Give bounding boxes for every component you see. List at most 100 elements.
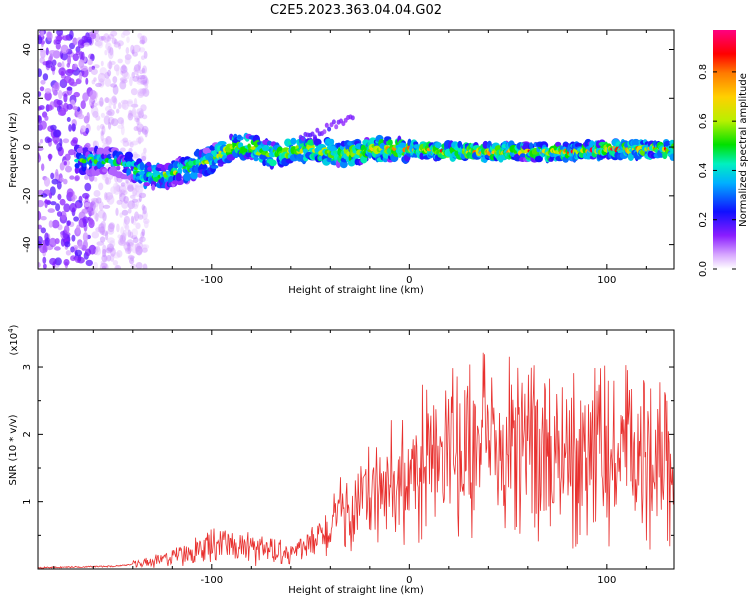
spectrogram-noise-blob xyxy=(125,221,129,230)
spectrogram-noise-blob xyxy=(130,103,139,108)
spectrogram-noise-blob xyxy=(117,117,124,125)
spectrogram-noise-blob xyxy=(120,125,125,136)
spectrogram-noise-blob xyxy=(38,106,42,111)
spectrogram-noise-blob xyxy=(118,102,122,110)
spectrogram-noise-blob xyxy=(48,153,52,162)
spectrogram-noise-blob xyxy=(100,130,104,136)
spectrogram-noise-blob xyxy=(101,262,108,269)
spectrogram-noise-blob xyxy=(143,218,150,224)
colorbar-tick-label: 0.2 xyxy=(698,212,709,228)
spectrogram-noise-blob xyxy=(101,230,109,236)
spectrogram-noise-blob xyxy=(103,33,110,43)
spectrogram-noise-blob xyxy=(113,185,120,195)
spectrogram-noise-blob xyxy=(134,185,140,192)
colorbar-tick-label: 0.0 xyxy=(698,261,709,277)
spectrogram-noise-blob xyxy=(120,78,126,84)
spectrogram-noise-blob xyxy=(69,202,77,213)
spectrogram-noise-blob xyxy=(113,182,119,191)
colorbar-tick-label: 0.8 xyxy=(698,64,709,80)
spectrogram-noise-blob xyxy=(140,80,148,86)
spectrogram-noise-blob xyxy=(72,37,78,46)
spectrogram-noise-blob xyxy=(135,183,140,188)
spectrogram-xtick-label: 0 xyxy=(406,275,412,286)
spectrogram-noise-blob xyxy=(40,138,43,144)
spectrogram-ridge-blob xyxy=(671,143,674,149)
spectrogram-noise-blob xyxy=(56,35,63,42)
spectrogram-noise-blob xyxy=(106,237,115,244)
spectrogram-noise-blob xyxy=(113,41,121,48)
spectrogram-noise-blob xyxy=(88,244,97,255)
spectrogram-noise-blob xyxy=(120,226,125,236)
spectrogram-frame xyxy=(37,29,675,270)
spectrogram-noise-blob xyxy=(119,192,126,202)
spectrogram-noise-blob xyxy=(141,155,147,161)
spectrogram-noise-blob xyxy=(95,212,99,222)
spectrogram-noise-blob xyxy=(119,234,123,243)
spectrogram-noise-blob xyxy=(99,97,104,107)
spectrogram-noise-blob xyxy=(91,79,96,85)
spectrogram-noise-blob xyxy=(49,237,57,248)
spectrogram-core-blob xyxy=(91,157,95,162)
spectrogram-noise-blob xyxy=(57,109,66,116)
spectrogram-noise-blob xyxy=(88,31,96,37)
spectrogram-noise-blob xyxy=(89,217,94,225)
spectrogram-noise-blob xyxy=(80,125,86,133)
spectrogram-ridge-blob xyxy=(269,159,277,167)
snr-xtick-label: -100 xyxy=(200,575,223,586)
spectrogram-noise-blob xyxy=(115,67,120,76)
spectrogram-noise-blob xyxy=(93,203,99,214)
spectrogram-marks xyxy=(38,30,674,269)
spectrogram-noise-blob xyxy=(102,204,111,209)
spectrogram-noise-blob xyxy=(105,192,114,201)
spectrogram-noise-blob xyxy=(39,120,47,130)
spectrogram-ridge-blob xyxy=(110,166,118,173)
snr-scale-base: (x10 xyxy=(9,333,20,356)
spectrogram-noise-blob xyxy=(120,119,125,127)
snr-xlabel: Height of straight line (km) xyxy=(288,585,424,596)
spectrogram-noise-blob xyxy=(97,209,106,219)
spectrogram-noise-blob xyxy=(38,115,42,124)
figure-title: C2E5.2023.363.04.04.G02 xyxy=(270,3,442,18)
spectrogram-noise-blob xyxy=(123,196,129,204)
spectrogram-noise-blob xyxy=(84,202,90,208)
spectrogram-noise-blob xyxy=(142,88,150,97)
spectrogram-noise-blob xyxy=(139,69,144,75)
spectrogram-noise-blob xyxy=(69,175,75,180)
spectrogram-noise-blob xyxy=(141,210,148,221)
spectrogram-noise-blob xyxy=(135,201,139,207)
spectrogram-noise-blob xyxy=(66,117,71,122)
spectrogram-noise-blob xyxy=(129,257,135,265)
spectrogram-noise-blob xyxy=(113,252,121,259)
spectrogram-noise-blob xyxy=(38,91,42,97)
spectrogram-noise-blob xyxy=(139,35,148,44)
spectrogram-noise-blob xyxy=(144,84,149,89)
spectrogram-noise-blob xyxy=(129,141,134,148)
spectrogram-noise-blob xyxy=(111,37,117,45)
spectrogram-noise-blob xyxy=(107,116,115,125)
spectrogram-noise-blob xyxy=(101,125,106,135)
spectrogram-noise-blob xyxy=(121,232,127,242)
spectrogram-ridge-blob xyxy=(631,138,641,148)
spectrogram-noise-blob xyxy=(130,256,134,262)
spectrogram-noise-blob xyxy=(117,124,125,129)
spectrogram-noise-blob xyxy=(71,196,76,202)
spectrogram-noise-blob xyxy=(121,100,129,111)
spectrogram-noise-blob xyxy=(118,240,127,246)
spectrogram-noise-blob xyxy=(51,59,57,66)
spectrogram-noise-blob xyxy=(104,105,112,112)
spectrogram-ridge-blob xyxy=(146,161,152,167)
spectrogram-noise-blob xyxy=(91,30,100,35)
spectrogram-noise-blob xyxy=(100,112,105,118)
spectrogram-noise-blob xyxy=(64,153,71,161)
spectrogram-noise-blob xyxy=(120,139,128,144)
spectrogram-ridge-blob xyxy=(97,147,105,153)
spectrogram-noise-blob xyxy=(38,210,42,221)
snr-scale-exp: 4 xyxy=(7,328,15,333)
spectrogram-noise-blob xyxy=(98,78,105,88)
spectrogram-noise-blob xyxy=(137,88,146,97)
spectrogram-noise-blob xyxy=(102,212,107,222)
spectrogram-noise-blob xyxy=(98,182,104,191)
spectrogram-noise-blob xyxy=(46,31,53,42)
spectrogram-noise-blob xyxy=(68,149,76,156)
spectrogram-noise-blob xyxy=(129,76,133,87)
